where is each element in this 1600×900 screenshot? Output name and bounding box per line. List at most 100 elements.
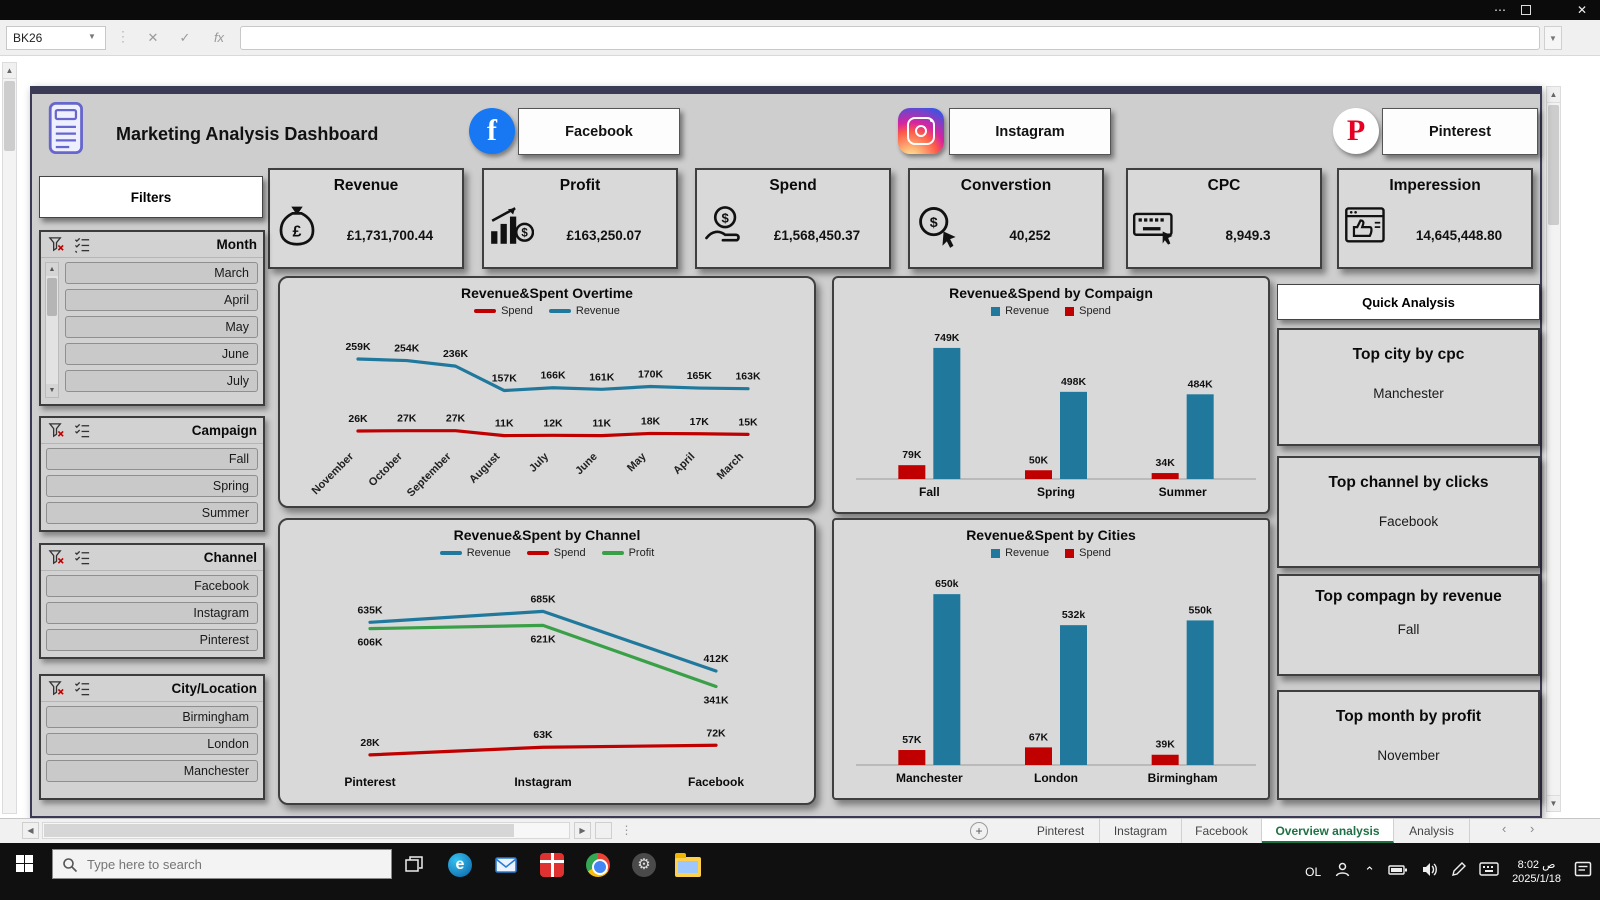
volume-icon[interactable] — [1421, 862, 1438, 882]
file-explorer-icon[interactable] — [674, 851, 702, 879]
fx-icon[interactable]: fx — [213, 30, 225, 45]
facebook-button[interactable]: Facebook — [518, 108, 680, 155]
name-box[interactable] — [6, 26, 106, 50]
slicer-item-pinterest[interactable]: Pinterest — [46, 629, 258, 651]
slicer-item-manchester[interactable]: Manchester — [46, 760, 258, 782]
edge-icon[interactable]: e — [446, 851, 474, 879]
people-icon[interactable] — [1334, 861, 1351, 883]
svg-text:79K: 79K — [902, 449, 922, 461]
restore-icon[interactable] — [1521, 5, 1531, 15]
slicer-item-july[interactable]: July — [65, 370, 258, 392]
date-text: 2025/1/18 — [1512, 872, 1561, 885]
clear-filter-icon[interactable] — [47, 549, 65, 567]
svg-text:635K: 635K — [357, 604, 383, 616]
multiselect-icon[interactable] — [73, 680, 91, 698]
sheet-tab-facebook[interactable]: Facebook — [1182, 819, 1262, 843]
hscroll-right-icon[interactable]: ▶ — [574, 822, 591, 839]
slicer-item-summer[interactable]: Summer — [46, 502, 258, 524]
hscroll-left-icon[interactable]: ◀ — [22, 822, 39, 839]
cancel-entry-icon[interactable]: ✕ — [147, 30, 159, 45]
spend-icon: $ — [701, 202, 747, 255]
svg-text:Instagram: Instagram — [514, 775, 571, 789]
conversion-icon: $ — [914, 202, 960, 255]
mail-icon[interactable] — [492, 851, 520, 879]
chart-legend: Revenue Spend Profit — [286, 543, 808, 563]
hscroll-split-handle[interactable] — [595, 822, 612, 839]
scroll-down-icon[interactable]: ▼ — [46, 384, 58, 397]
clock[interactable]: 8:02 ص 2025/1/18 — [1512, 858, 1561, 886]
sheet-tab-analysis[interactable]: Analysis — [1394, 819, 1470, 843]
svg-text:412K: 412K — [703, 653, 729, 665]
slicer-item-may[interactable]: May — [65, 316, 258, 338]
scroll-up-icon[interactable]: ▲ — [1547, 87, 1560, 103]
slicer-item-spring[interactable]: Spring — [46, 475, 258, 497]
svg-text:484K: 484K — [1188, 378, 1214, 390]
multiselect-icon[interactable] — [73, 236, 91, 254]
vertical-scrollbar-right[interactable]: ▲ ▼ — [1546, 86, 1561, 812]
scroll-up-icon[interactable]: ▲ — [46, 263, 58, 276]
filters-header-button[interactable]: Filters — [39, 176, 263, 218]
keyboard-icon[interactable] — [1479, 862, 1499, 881]
tray-expand-icon[interactable]: ⌃ — [1364, 863, 1376, 879]
multiselect-icon[interactable] — [73, 549, 91, 567]
pinterest-button[interactable]: Pinterest — [1382, 108, 1538, 155]
vertical-scrollbar-left[interactable]: ▲ — [2, 62, 17, 814]
qa-value: Fall — [1397, 622, 1420, 637]
scroll-thumb[interactable] — [44, 824, 514, 837]
scroll-up-icon[interactable]: ▲ — [3, 63, 16, 79]
svg-text:163K: 163K — [735, 371, 761, 383]
chrome-icon[interactable] — [584, 851, 612, 879]
store-icon[interactable] — [538, 851, 566, 879]
chart-revenue-spend-by-cities[interactable]: Revenue&Spent by Cities Revenue Spend 57K… — [832, 518, 1270, 800]
taskbar-search[interactable] — [52, 849, 392, 879]
slicer-item-facebook[interactable]: Facebook — [46, 575, 258, 597]
scroll-thumb[interactable] — [4, 81, 15, 151]
tab-nav-right-icon[interactable]: › — [1530, 821, 1535, 836]
horizontal-scrollbar[interactable] — [42, 822, 570, 839]
chart-revenue-spend-by-campaign[interactable]: Revenue&Spend by Compaign Revenue Spend 7… — [832, 276, 1270, 514]
start-button[interactable] — [16, 855, 33, 872]
slicer-item-fall[interactable]: Fall — [46, 448, 258, 470]
slicer-scrollbar[interactable]: ▲ ▼ — [45, 262, 59, 398]
sheet-tab-pinterest[interactable]: Pinterest — [1022, 819, 1100, 843]
action-center-icon[interactable] — [1574, 861, 1592, 882]
multiselect-icon[interactable] — [73, 422, 91, 440]
scroll-down-icon[interactable]: ▼ — [1547, 795, 1560, 811]
formula-expand-icon[interactable]: ▼ — [1544, 26, 1562, 50]
ribbon-options-button[interactable]: ⋯ — [1494, 3, 1506, 17]
instagram-button[interactable]: Instagram — [949, 108, 1111, 155]
svg-text:Summer: Summer — [1159, 485, 1207, 499]
sheet-tab-instagram[interactable]: Instagram — [1100, 819, 1182, 843]
pen-icon[interactable] — [1451, 861, 1467, 882]
slicer-item-march[interactable]: March — [65, 262, 258, 284]
settings-icon[interactable]: ⚙ — [630, 851, 658, 879]
slicer-item-june[interactable]: June — [65, 343, 258, 365]
task-view-icon[interactable] — [400, 851, 428, 879]
battery-icon[interactable] — [1388, 863, 1408, 881]
chart-legend: Revenue Spend — [840, 301, 1262, 321]
slicer-item-london[interactable]: London — [46, 733, 258, 755]
clear-filter-icon[interactable] — [47, 236, 65, 254]
chart-revenue-spend-by-channel[interactable]: Revenue&Spent by Channel Revenue Spend Pro… — [278, 518, 816, 805]
clear-filter-icon[interactable] — [47, 680, 65, 698]
clear-filter-icon[interactable] — [47, 422, 65, 440]
namebox-dropdown-icon[interactable]: ▼ — [88, 32, 96, 41]
kpi-profit: Profit $ £163,250.07 — [482, 168, 678, 269]
svg-text:November: November — [310, 450, 357, 497]
add-sheet-button[interactable]: + — [970, 822, 988, 840]
slicer-item-birmingham[interactable]: Birmingham — [46, 706, 258, 728]
sheet-tab-overview-analysis[interactable]: Overview analysis — [1262, 819, 1394, 843]
slicer-item-april[interactable]: April — [65, 289, 258, 311]
scroll-thumb[interactable] — [1548, 105, 1559, 225]
slicer-item-instagram[interactable]: Instagram — [46, 602, 258, 624]
scroll-thumb[interactable] — [47, 278, 57, 316]
close-button[interactable]: ✕ — [1576, 3, 1588, 17]
tab-nav-left-icon[interactable]: ‹ — [1502, 821, 1507, 836]
slicer-campaign: Campaign Fall Spring Summer — [39, 416, 265, 532]
divider: ⋮ — [116, 28, 130, 44]
chart-revenue-spend-overtime[interactable]: Revenue&Spent Overtime Spend Revenue 26K 2… — [278, 276, 816, 508]
confirm-entry-icon[interactable]: ✓ — [179, 30, 191, 45]
formula-input[interactable] — [240, 26, 1540, 50]
search-input[interactable] — [87, 856, 367, 872]
kpi-title: Imperession — [1389, 177, 1481, 194]
